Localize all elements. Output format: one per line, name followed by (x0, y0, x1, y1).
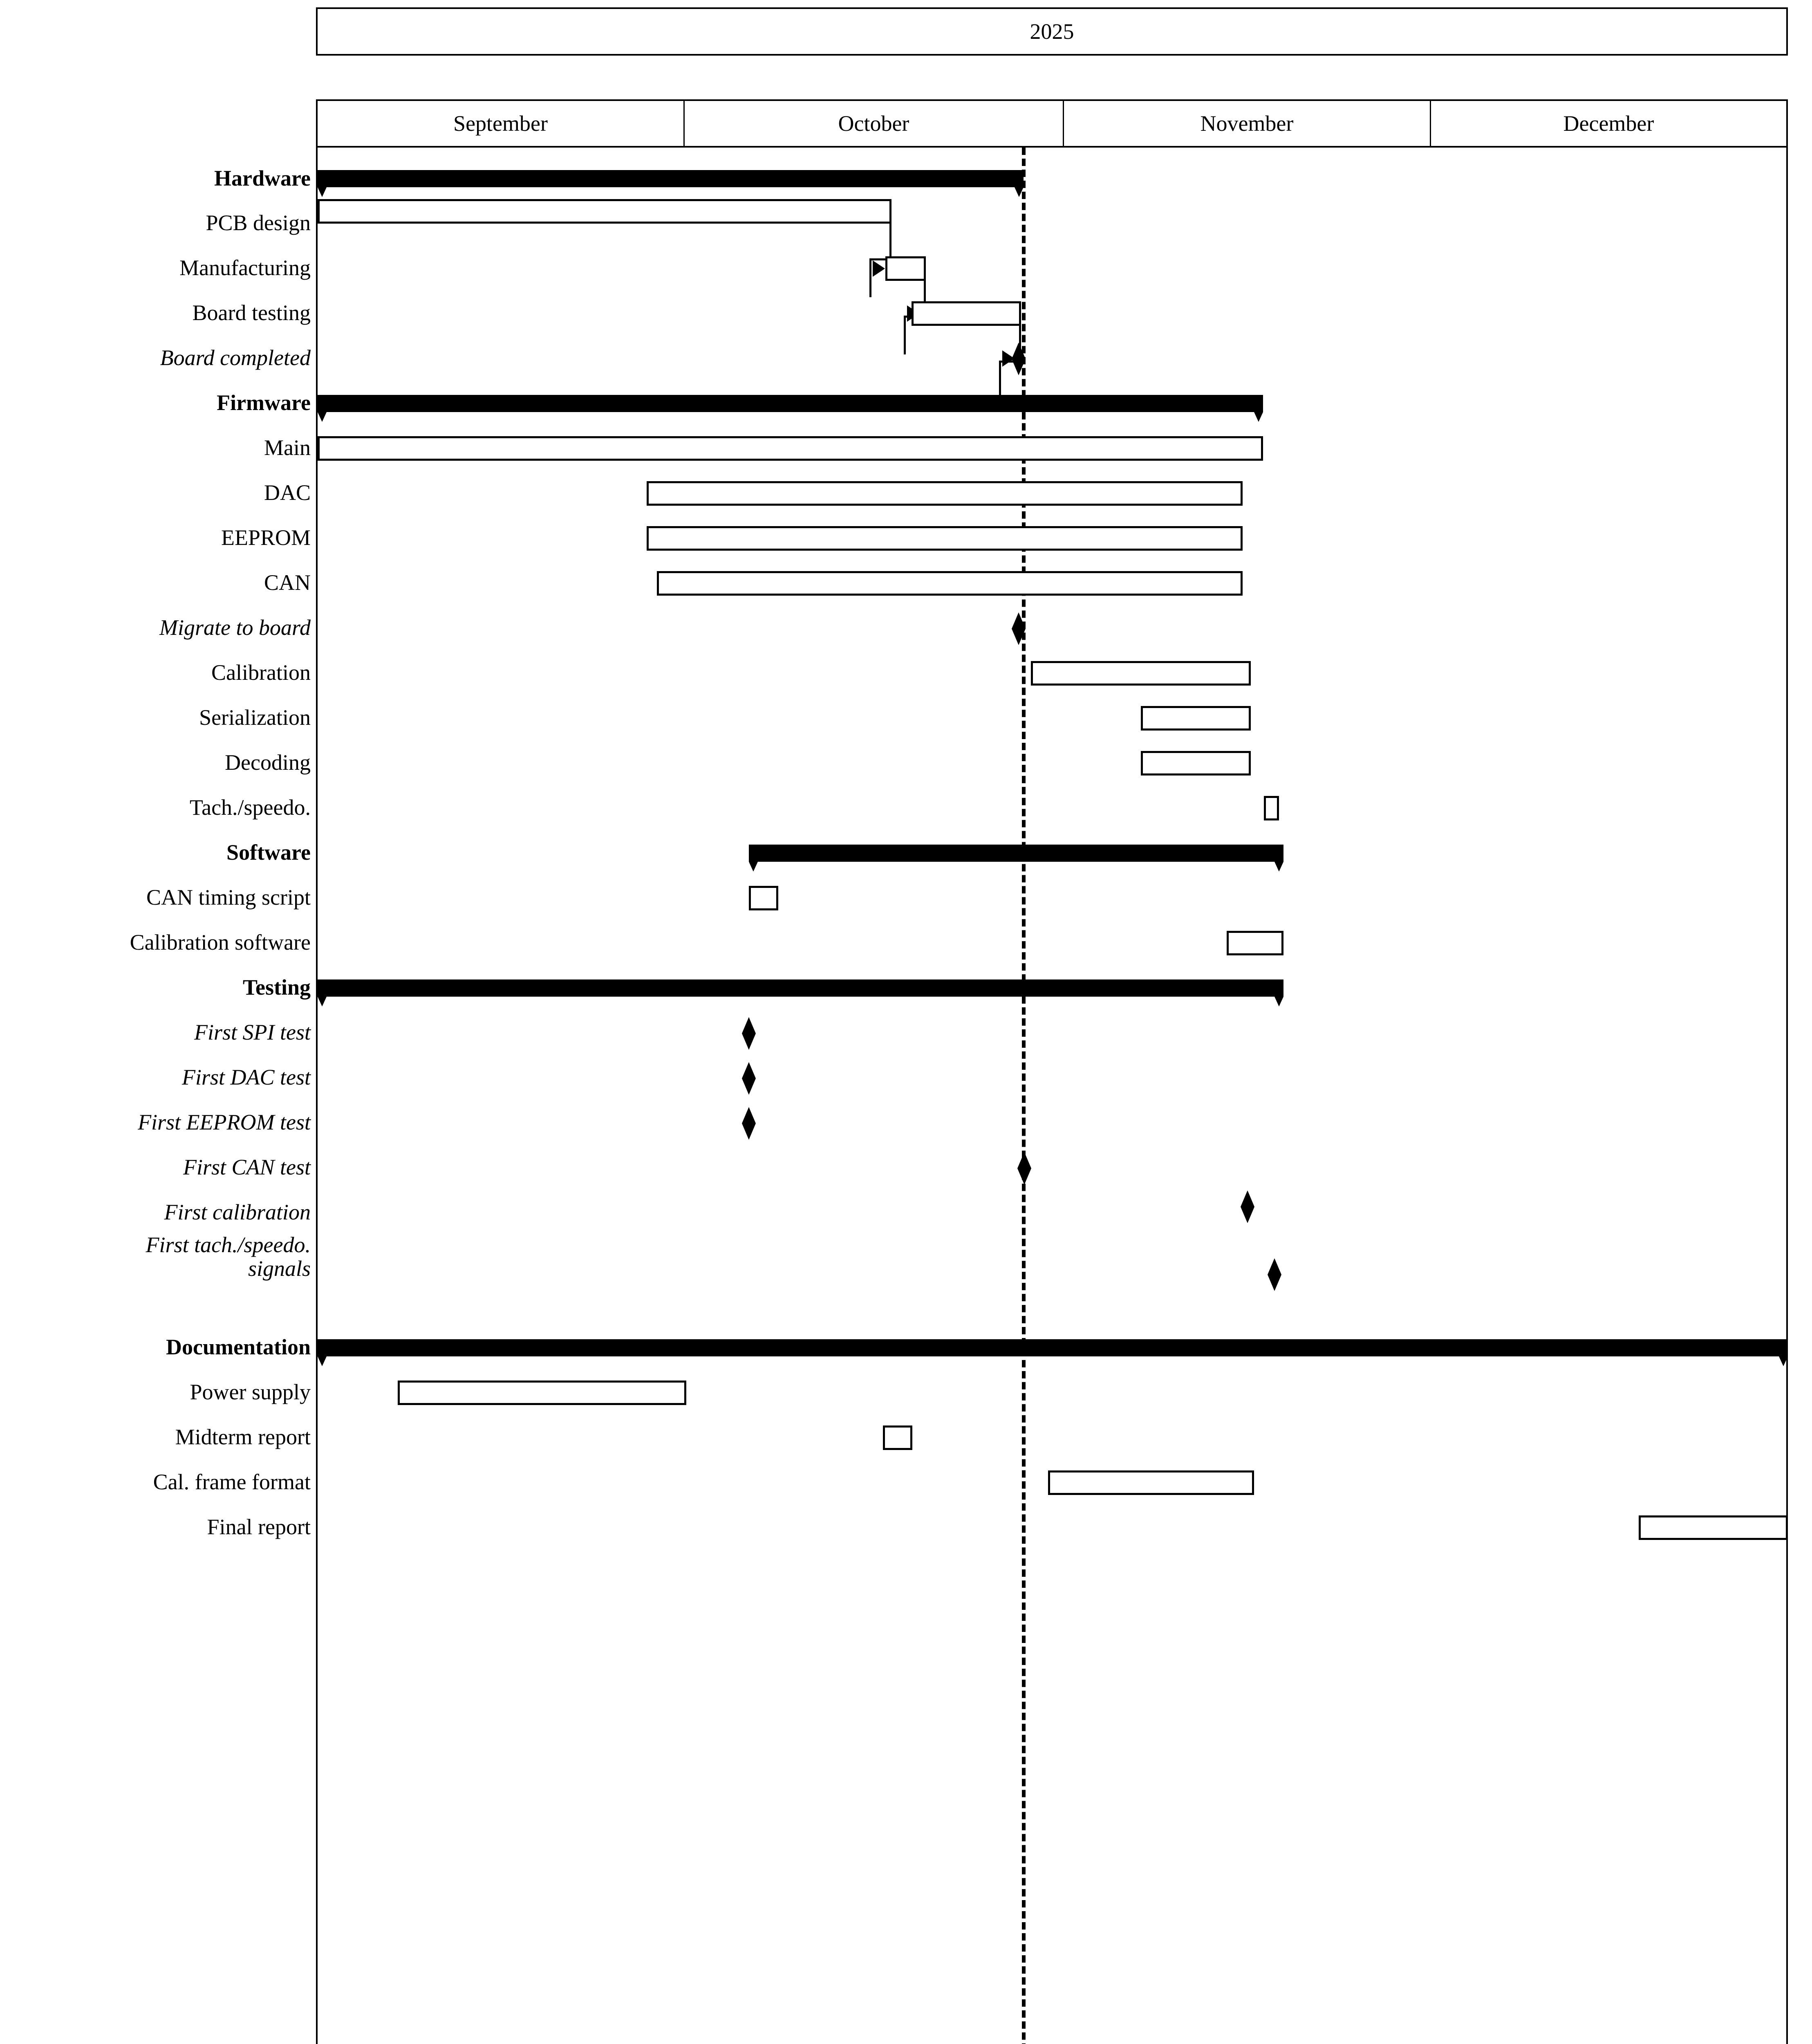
task-bar-can[interactable] (657, 571, 1243, 596)
task-bar-midterm-report[interactable] (883, 1425, 912, 1450)
month-column-september: September (318, 101, 685, 146)
dependency-link-segment (869, 258, 871, 297)
month-column-november: November (1064, 101, 1431, 146)
task-bar-power-supply[interactable] (398, 1381, 686, 1405)
dependency-link-segment (1019, 314, 1021, 363)
row-label-manufacturing: Manufacturing (179, 256, 311, 280)
milestone-first-dac-test[interactable] (742, 1062, 756, 1095)
row-label-column: Hardware PCB design Manufacturing Board … (0, 148, 311, 2044)
task-bar-calibration-software[interactable] (1227, 931, 1283, 955)
task-bar-serialization[interactable] (1141, 706, 1251, 731)
dependency-link-segment (889, 211, 891, 260)
row-label-first-spi-test: First SPI test (194, 1020, 311, 1044)
dependency-link-segment (904, 316, 906, 354)
row-label-first-can-test: First CAN test (183, 1155, 311, 1179)
dependency-link-segment (869, 258, 891, 260)
row-label-board-completed: Board completed (160, 345, 311, 370)
task-bar-cal-frame-format[interactable] (1048, 1470, 1254, 1495)
task-bar-eeprom[interactable] (647, 526, 1243, 551)
milestone-first-tach-speedo-signals[interactable] (1268, 1258, 1281, 1291)
row-label-midterm-report: Midterm report (175, 1425, 311, 1449)
month-label: September (453, 111, 548, 136)
summary-bar-testing[interactable] (318, 979, 1283, 1006)
summary-bar-hardware[interactable] (318, 170, 1024, 197)
month-column-october: October (685, 101, 1064, 146)
row-label-serialization: Serialization (199, 705, 311, 730)
milestone-first-spi-test[interactable] (742, 1017, 756, 1050)
row-label-testing: Testing (242, 975, 311, 1000)
row-label-pcb-design: PCB design (206, 211, 311, 235)
row-label-power-supply: Power supply (190, 1380, 311, 1404)
summary-bar-software[interactable] (749, 845, 1283, 872)
task-bar-tach-speedo[interactable] (1264, 796, 1279, 820)
timeline-year-header: 2025 (316, 7, 1788, 56)
row-label-firmware: Firmware (217, 390, 311, 415)
row-label-can-timing-script: CAN timing script (146, 885, 311, 910)
task-bar-decoding[interactable] (1141, 751, 1251, 775)
dependency-link-segment (999, 361, 1001, 399)
row-label-decoding: Decoding (225, 750, 311, 775)
task-bar-calibration[interactable] (1031, 661, 1251, 686)
task-bar-manufacturing[interactable] (885, 256, 926, 281)
month-label: December (1563, 111, 1654, 136)
month-column-december: December (1431, 101, 1786, 146)
dependency-link-segment (924, 269, 926, 318)
gantt-plot-area (316, 148, 1788, 2044)
task-bar-dac[interactable] (647, 481, 1243, 506)
row-label-calibration: Calibration (211, 660, 311, 685)
row-label-hardware: Hardware (214, 166, 311, 191)
row-label-board-testing: Board testing (192, 300, 311, 325)
timeline-month-header: September October November December (316, 99, 1788, 148)
row-label-eeprom: EEPROM (221, 525, 311, 550)
year-label: 2025 (1030, 19, 1074, 44)
task-bar-pcb-design[interactable] (318, 199, 891, 224)
row-label-can: CAN (264, 570, 311, 595)
row-label-first-calibration: First calibration (164, 1200, 311, 1224)
summary-bar-documentation[interactable] (318, 1339, 1786, 1366)
row-label-main: Main (264, 435, 311, 460)
milestone-first-can-test[interactable] (1017, 1152, 1031, 1185)
row-label-tach-speedo: Tach./speedo. (189, 795, 311, 820)
row-label-first-eeprom-test: First EEPROM test (138, 1110, 311, 1134)
summary-bar-firmware[interactable] (318, 395, 1263, 422)
row-label-calibration-software: Calibration software (130, 930, 311, 955)
row-label-documentation: Documentation (166, 1335, 311, 1359)
row-label-software: Software (226, 840, 311, 865)
task-bar-can-timing-script[interactable] (749, 886, 778, 910)
task-bar-board-testing[interactable] (912, 301, 1021, 326)
month-label: October (838, 111, 909, 136)
row-label-cal-frame-format: Cal. frame format (153, 1470, 311, 1494)
dependency-arrow-icon (873, 260, 885, 277)
task-bar-main[interactable] (318, 436, 1263, 461)
row-label-migrate-to-board: Migrate to board (159, 615, 311, 640)
row-label-first-dac-test: First DAC test (181, 1065, 311, 1089)
board-completed-marker-line (1022, 148, 1026, 2044)
row-label-final-report: Final report (207, 1515, 311, 1539)
milestone-first-calibration[interactable] (1241, 1190, 1254, 1223)
row-label-dac: DAC (264, 480, 311, 505)
task-bar-final-report[interactable] (1639, 1515, 1786, 1540)
milestone-first-eeprom-test[interactable] (742, 1107, 756, 1140)
row-label-first-tach-speedo-signals: First tach./speedo. signals (146, 1233, 311, 1281)
month-label: November (1200, 111, 1294, 136)
